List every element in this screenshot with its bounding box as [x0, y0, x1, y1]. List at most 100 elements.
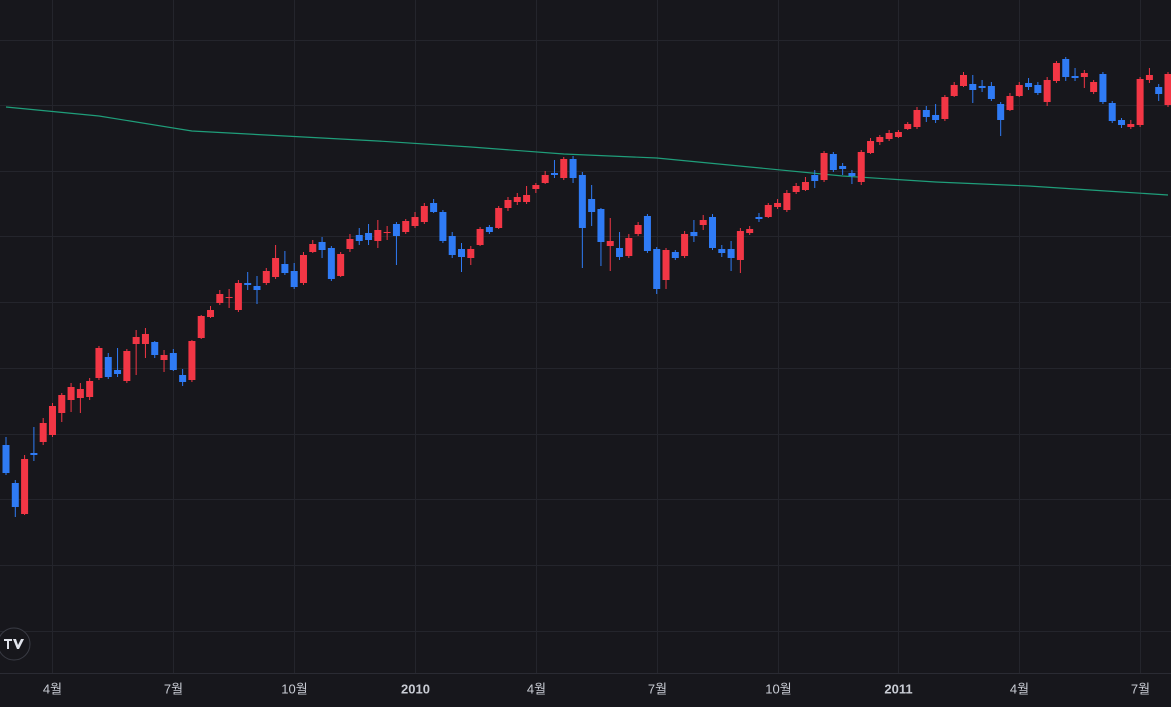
candle-body	[244, 283, 252, 285]
candle-body	[318, 242, 326, 250]
candle-body	[560, 159, 568, 178]
candle-body	[1164, 74, 1171, 105]
candle-body	[904, 124, 912, 129]
candle-body	[337, 254, 345, 276]
candle-body	[48, 406, 56, 435]
candle-body	[160, 355, 168, 360]
candle-body	[959, 75, 967, 86]
candle-body	[1034, 85, 1042, 93]
candle-body	[616, 248, 624, 257]
candle-body	[578, 175, 586, 228]
candle-body	[969, 84, 977, 90]
candle-body	[708, 217, 716, 248]
candle-body	[1118, 120, 1126, 125]
candle-body	[727, 249, 735, 258]
x-tick-label: 10월	[281, 681, 307, 696]
candle-body	[253, 286, 261, 290]
candle-body	[588, 199, 596, 212]
x-tick-label: 4월	[527, 681, 546, 696]
x-tick-label: 2010	[401, 681, 430, 696]
candle-body	[811, 175, 819, 181]
candle-body	[569, 159, 577, 178]
candle-body	[829, 154, 837, 170]
candle-body	[932, 115, 940, 120]
candle-body	[736, 231, 744, 260]
candle-body	[699, 220, 707, 225]
candle-body	[374, 230, 382, 241]
candle-body	[894, 132, 902, 137]
candle-body	[783, 193, 791, 210]
candle-body	[801, 182, 809, 190]
candle-body	[922, 110, 930, 117]
candle-body	[1136, 79, 1144, 125]
candle-body	[141, 334, 149, 344]
candle-body	[1155, 87, 1163, 94]
candle-body	[272, 258, 280, 277]
candle-body	[411, 217, 419, 226]
candle-body	[885, 133, 893, 139]
candle-body	[606, 241, 614, 246]
candle-body	[216, 294, 224, 303]
candle-body	[876, 137, 884, 142]
candle-body	[504, 200, 512, 208]
candle-body	[820, 153, 828, 180]
candle-body	[1127, 124, 1135, 127]
candle-body	[123, 351, 131, 381]
candle-body	[309, 244, 317, 252]
candle-body	[941, 97, 949, 119]
tv-logo[interactable]	[0, 627, 31, 661]
candle-body	[439, 212, 447, 241]
candle-body	[523, 195, 531, 202]
candle-body	[1062, 59, 1070, 77]
candle-body	[420, 206, 428, 222]
candle-body	[774, 203, 782, 207]
candle-body	[76, 389, 84, 398]
x-tick-label: 4월	[1010, 681, 1029, 696]
candle-body	[681, 234, 689, 256]
candle-body	[179, 375, 187, 382]
candle-body	[281, 264, 289, 273]
candle-body	[532, 185, 540, 189]
candle-body	[913, 110, 921, 127]
candle-body	[383, 232, 391, 233]
candle-body	[476, 229, 484, 245]
candle-body	[1090, 82, 1098, 92]
candle-body	[1071, 76, 1079, 78]
candle-body	[132, 337, 140, 344]
candle-body	[327, 248, 335, 279]
candle-body	[448, 236, 456, 255]
candle-body	[597, 209, 605, 242]
candle-body	[95, 348, 103, 378]
candle-body	[1015, 85, 1023, 96]
candle-body	[299, 255, 307, 283]
candle-body	[197, 316, 205, 338]
candle-body	[2, 445, 10, 473]
candle-body	[867, 141, 875, 153]
x-tick-label: 7월	[164, 681, 183, 696]
candle-body	[513, 197, 521, 202]
candle-body	[792, 186, 800, 192]
candle-body	[392, 224, 400, 236]
candle-body	[1108, 103, 1116, 121]
candle-body	[746, 229, 754, 233]
candle-body	[755, 217, 763, 219]
candle-body	[104, 357, 112, 377]
candle-body	[1043, 80, 1051, 102]
x-tick-label: 7월	[648, 681, 667, 696]
candle-body	[485, 227, 493, 232]
candle-body	[151, 342, 159, 355]
logo-mark[interactable]	[4, 639, 24, 649]
candle-body	[987, 86, 995, 99]
candle-body	[234, 283, 242, 310]
candle-body	[39, 423, 47, 442]
logo-circle[interactable]	[0, 627, 31, 661]
candle-body	[997, 104, 1005, 120]
candle-body	[839, 166, 847, 169]
candle-body	[58, 395, 66, 413]
x-tick-label: 10월	[765, 681, 791, 696]
candle-body	[1006, 96, 1014, 110]
candle-body	[169, 353, 177, 370]
candle-body	[495, 208, 503, 228]
candle-body	[625, 238, 633, 256]
candle-body	[86, 381, 94, 397]
